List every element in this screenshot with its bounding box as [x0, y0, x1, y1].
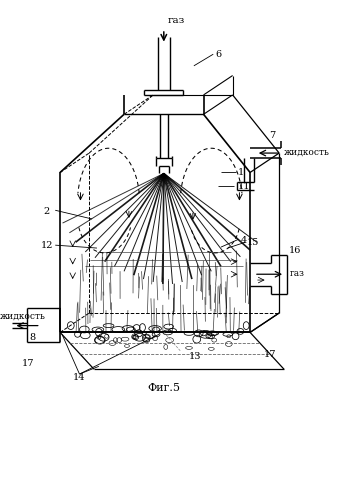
Text: 14: 14 [73, 374, 86, 382]
Text: 17: 17 [264, 350, 276, 359]
Text: жидкость: жидкость [284, 148, 330, 156]
Text: 6: 6 [215, 50, 221, 58]
Text: 4: 4 [240, 236, 247, 245]
Text: 2: 2 [44, 206, 50, 216]
Text: 7: 7 [269, 132, 276, 140]
Text: 8: 8 [29, 332, 35, 342]
Text: 16: 16 [289, 246, 301, 256]
Text: 12: 12 [41, 240, 53, 250]
Text: 11: 11 [238, 182, 250, 192]
Text: 15: 15 [247, 238, 260, 246]
Text: жидкость: жидкость [0, 312, 46, 320]
Text: газ: газ [290, 269, 305, 278]
Text: 1: 1 [238, 168, 244, 177]
Text: 17: 17 [21, 359, 34, 368]
Text: Фиг.5: Фиг.5 [147, 382, 180, 392]
Text: газ: газ [168, 16, 185, 25]
Text: 13: 13 [189, 352, 201, 361]
